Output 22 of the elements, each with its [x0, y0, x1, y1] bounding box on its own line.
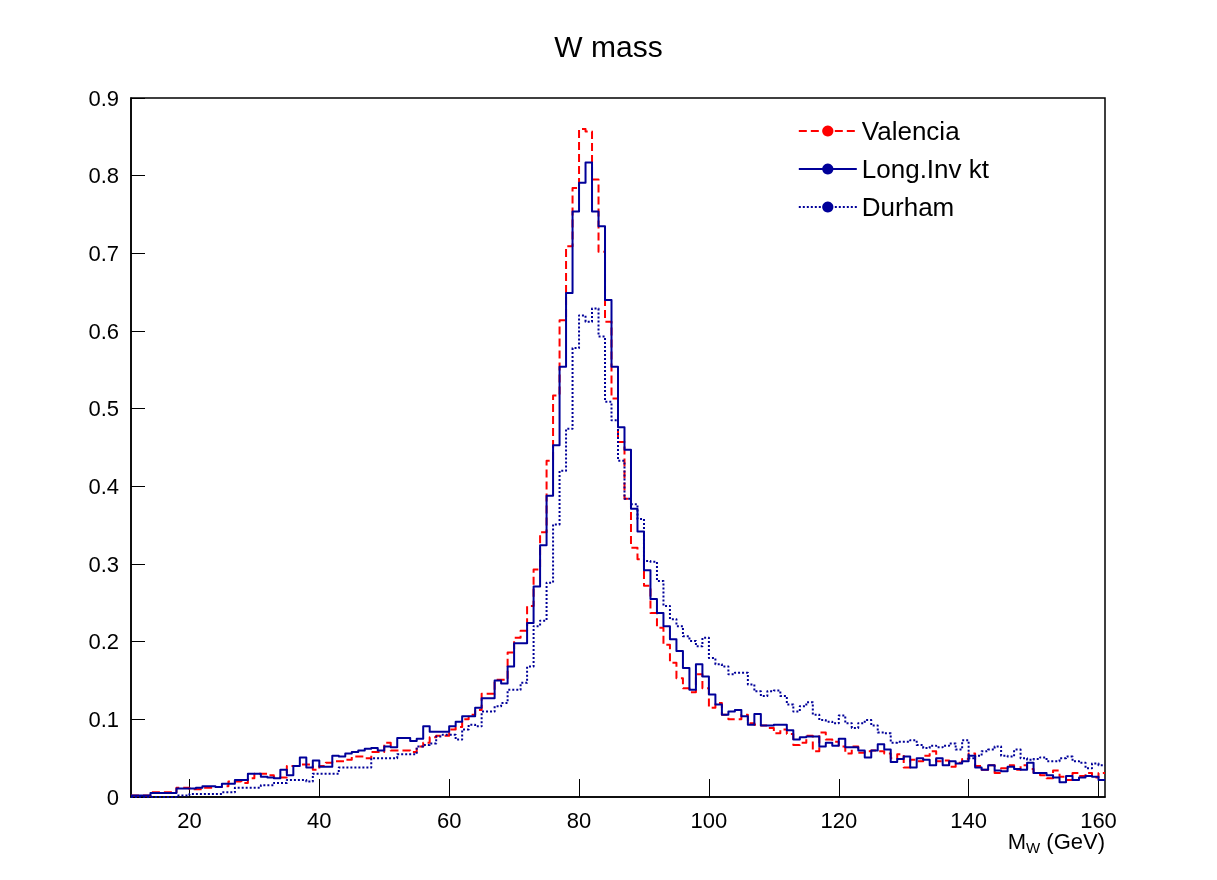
y-tick-label: 0.9: [88, 85, 119, 111]
y-tick-label: 0.4: [88, 473, 119, 499]
x-tick-label: 120: [820, 807, 858, 833]
x-tick-label: 80: [566, 807, 592, 833]
y-tick-label: 0.3: [88, 551, 119, 577]
y-tick-label: 0.2: [88, 629, 119, 655]
y-tick-label: 0.1: [88, 706, 119, 732]
x-tick-label: 160: [1080, 807, 1117, 833]
legend-label: Long.Inv kt: [861, 154, 990, 184]
legend-label: Valencia: [861, 116, 961, 146]
chart-title: W mass: [554, 29, 663, 63]
y-tick-label: 0.7: [88, 240, 119, 266]
x-tick-label: 60: [436, 807, 462, 833]
y-tick-label: 0.6: [88, 318, 119, 344]
legend-label: Durham: [861, 192, 955, 222]
x-tick-label: 20: [177, 807, 202, 833]
y-tick-label: 0.5: [88, 396, 119, 422]
x-tick-label: 40: [307, 807, 332, 833]
y-tick-label: 0: [106, 784, 119, 810]
x-tick-label: 100: [690, 807, 728, 833]
y-tick-label: 0.8: [88, 163, 119, 189]
x-tick-label: 140: [950, 807, 987, 833]
